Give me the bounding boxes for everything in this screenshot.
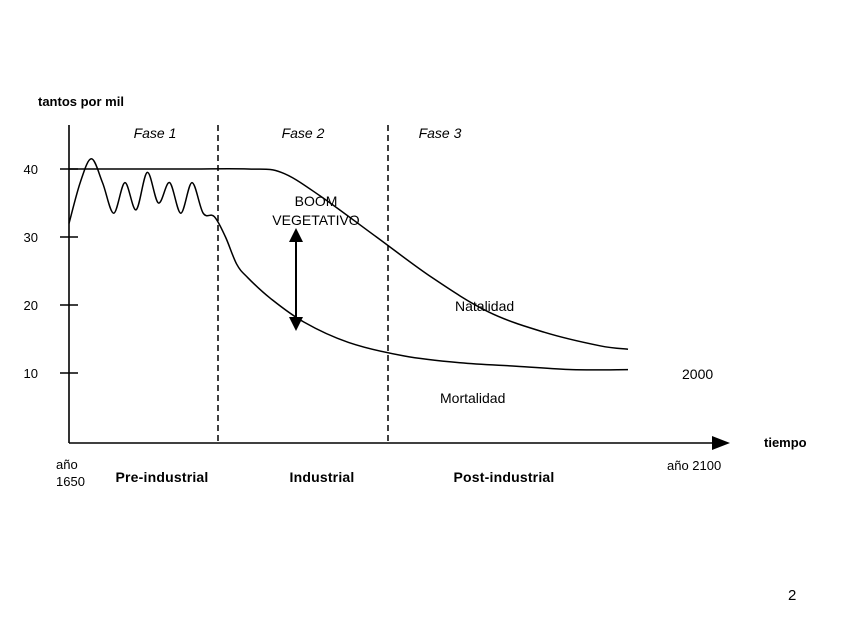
boom-label-line1: BOOM — [295, 193, 338, 209]
phase-label-1: Fase 1 — [134, 125, 177, 141]
era-label-industrial: Industrial — [289, 469, 354, 485]
arrow-down-icon — [289, 317, 303, 331]
series-label-natalidad: Natalidad — [455, 298, 514, 314]
y-tick-label-30: 30 — [24, 230, 38, 245]
boom-label-line2: VEGETATIVO — [272, 212, 359, 228]
phase-label-3: Fase 3 — [419, 125, 462, 141]
x-axis-arrow-icon — [712, 436, 730, 450]
y-tick-label-10: 10 — [24, 366, 38, 381]
x-axis-label: tiempo — [764, 435, 807, 450]
year-marker-2000: 2000 — [682, 366, 713, 382]
y-axis-label: tantos por mil — [38, 94, 124, 109]
y-tick-label-40: 40 — [24, 162, 38, 177]
phase-label-2: Fase 2 — [282, 125, 325, 141]
series-line-mortalidad — [68, 158, 629, 371]
arrow-up-icon — [289, 228, 303, 242]
x-end-label: año 2100 — [667, 458, 721, 473]
page-number: 2 — [788, 587, 796, 604]
y-tick-label-20: 20 — [24, 298, 38, 313]
series-line-natalidad — [68, 167, 629, 350]
y-ticks: 10 20 30 40 — [24, 162, 78, 381]
era-label-post-industrial: Post-industrial — [453, 469, 554, 485]
series-label-mortalidad: Mortalidad — [440, 390, 505, 406]
era-label-pre-industrial: Pre-industrial — [115, 469, 208, 485]
x-start-label: año 1650 — [56, 457, 85, 489]
